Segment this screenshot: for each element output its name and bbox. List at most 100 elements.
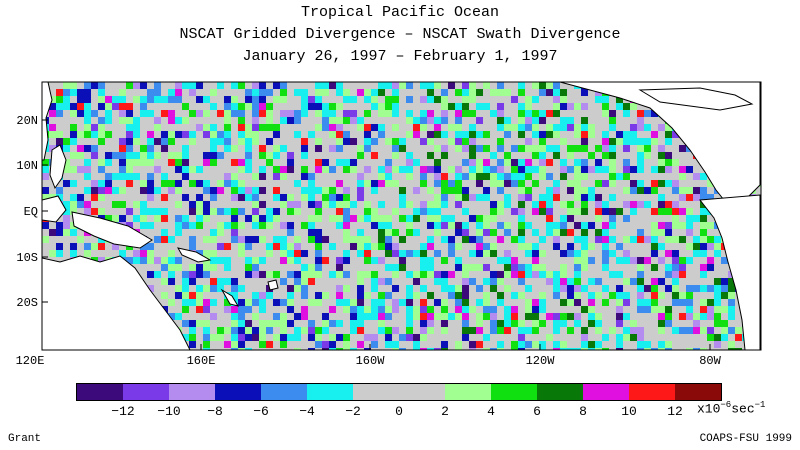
field-cell — [602, 159, 610, 167]
field-cell — [588, 173, 596, 181]
field-cell — [273, 124, 281, 132]
field-cell — [532, 180, 540, 188]
field-cell — [574, 292, 582, 300]
field-cell — [644, 327, 652, 335]
field-cell — [245, 131, 253, 139]
field-cell — [434, 257, 442, 265]
field-cell — [245, 222, 253, 230]
field-cell — [434, 229, 442, 237]
field-cell — [630, 257, 638, 265]
field-cell — [658, 334, 666, 342]
field-cell — [329, 103, 337, 111]
field-cell — [245, 124, 253, 132]
field-cell — [406, 348, 414, 350]
field-cell — [119, 194, 127, 202]
field-cell — [518, 96, 526, 104]
field-cell — [504, 89, 512, 97]
field-cell — [455, 96, 463, 104]
field-cell — [301, 243, 309, 251]
field-cell — [182, 89, 190, 97]
field-cell — [574, 271, 582, 279]
field-cell — [259, 327, 267, 335]
latitude-axis: 20N 10N EQ 10S 20S — [16, 114, 48, 310]
field-cell — [609, 250, 617, 258]
field-cell — [672, 173, 680, 181]
field-cell — [294, 243, 302, 251]
field-cell — [399, 285, 407, 293]
field-cell — [308, 124, 316, 132]
field-cell — [679, 334, 687, 342]
field-cell — [231, 194, 239, 202]
field-cell — [301, 96, 309, 104]
field-cell — [630, 180, 638, 188]
field-cell — [266, 341, 274, 349]
field-cell — [98, 110, 106, 118]
field-cell — [210, 243, 218, 251]
field-cell — [182, 229, 190, 237]
field-cell — [630, 145, 638, 153]
field-cell — [273, 215, 281, 223]
field-cell — [721, 278, 729, 286]
field-cell — [539, 236, 547, 244]
field-cell — [287, 131, 295, 139]
field-cell — [84, 96, 92, 104]
field-cell — [511, 131, 519, 139]
field-cell — [378, 306, 386, 314]
field-cell — [567, 271, 575, 279]
field-cell — [161, 208, 169, 216]
field-cell — [560, 208, 568, 216]
field-cell — [266, 208, 274, 216]
field-cell — [154, 278, 162, 286]
field-cell — [644, 138, 652, 146]
field-cell — [203, 327, 211, 335]
field-cell — [196, 327, 204, 335]
field-cell — [455, 145, 463, 153]
field-cell — [364, 348, 372, 350]
field-cell — [140, 222, 148, 230]
field-cell — [623, 292, 631, 300]
field-cell — [329, 187, 337, 195]
field-cell — [175, 250, 183, 258]
field-cell — [651, 117, 659, 125]
field-cell — [427, 187, 435, 195]
field-cell — [154, 124, 162, 132]
field-cell — [504, 110, 512, 118]
field-cell — [343, 334, 351, 342]
field-cell — [182, 110, 190, 118]
field-cell — [315, 159, 323, 167]
field-cell — [448, 257, 456, 265]
field-cell — [588, 285, 596, 293]
field-cell — [448, 138, 456, 146]
field-cell — [518, 194, 526, 202]
field-cell — [280, 166, 288, 174]
field-cell — [448, 215, 456, 223]
field-cell — [287, 89, 295, 97]
field-cell — [658, 320, 666, 328]
field-cell — [672, 313, 680, 321]
field-cell — [133, 194, 141, 202]
field-cell — [280, 124, 288, 132]
land-borneo — [42, 195, 67, 223]
field-cell — [364, 110, 372, 118]
field-cell — [637, 257, 645, 265]
field-cell — [588, 131, 596, 139]
field-cell — [546, 103, 554, 111]
field-cell — [476, 166, 484, 174]
field-cell — [413, 243, 421, 251]
field-cell — [427, 348, 435, 350]
field-cell — [161, 257, 169, 265]
field-cell — [161, 292, 169, 300]
field-cell — [686, 201, 694, 209]
field-cell — [595, 320, 603, 328]
field-cell — [112, 145, 120, 153]
field-cell — [420, 243, 428, 251]
field-cell — [63, 82, 71, 90]
field-cell — [63, 243, 71, 251]
field-cell — [182, 271, 190, 279]
field-cell — [315, 131, 323, 139]
field-cell — [546, 159, 554, 167]
field-cell — [560, 292, 568, 300]
field-cell — [420, 110, 428, 118]
field-cell — [455, 222, 463, 230]
field-cell — [357, 257, 365, 265]
